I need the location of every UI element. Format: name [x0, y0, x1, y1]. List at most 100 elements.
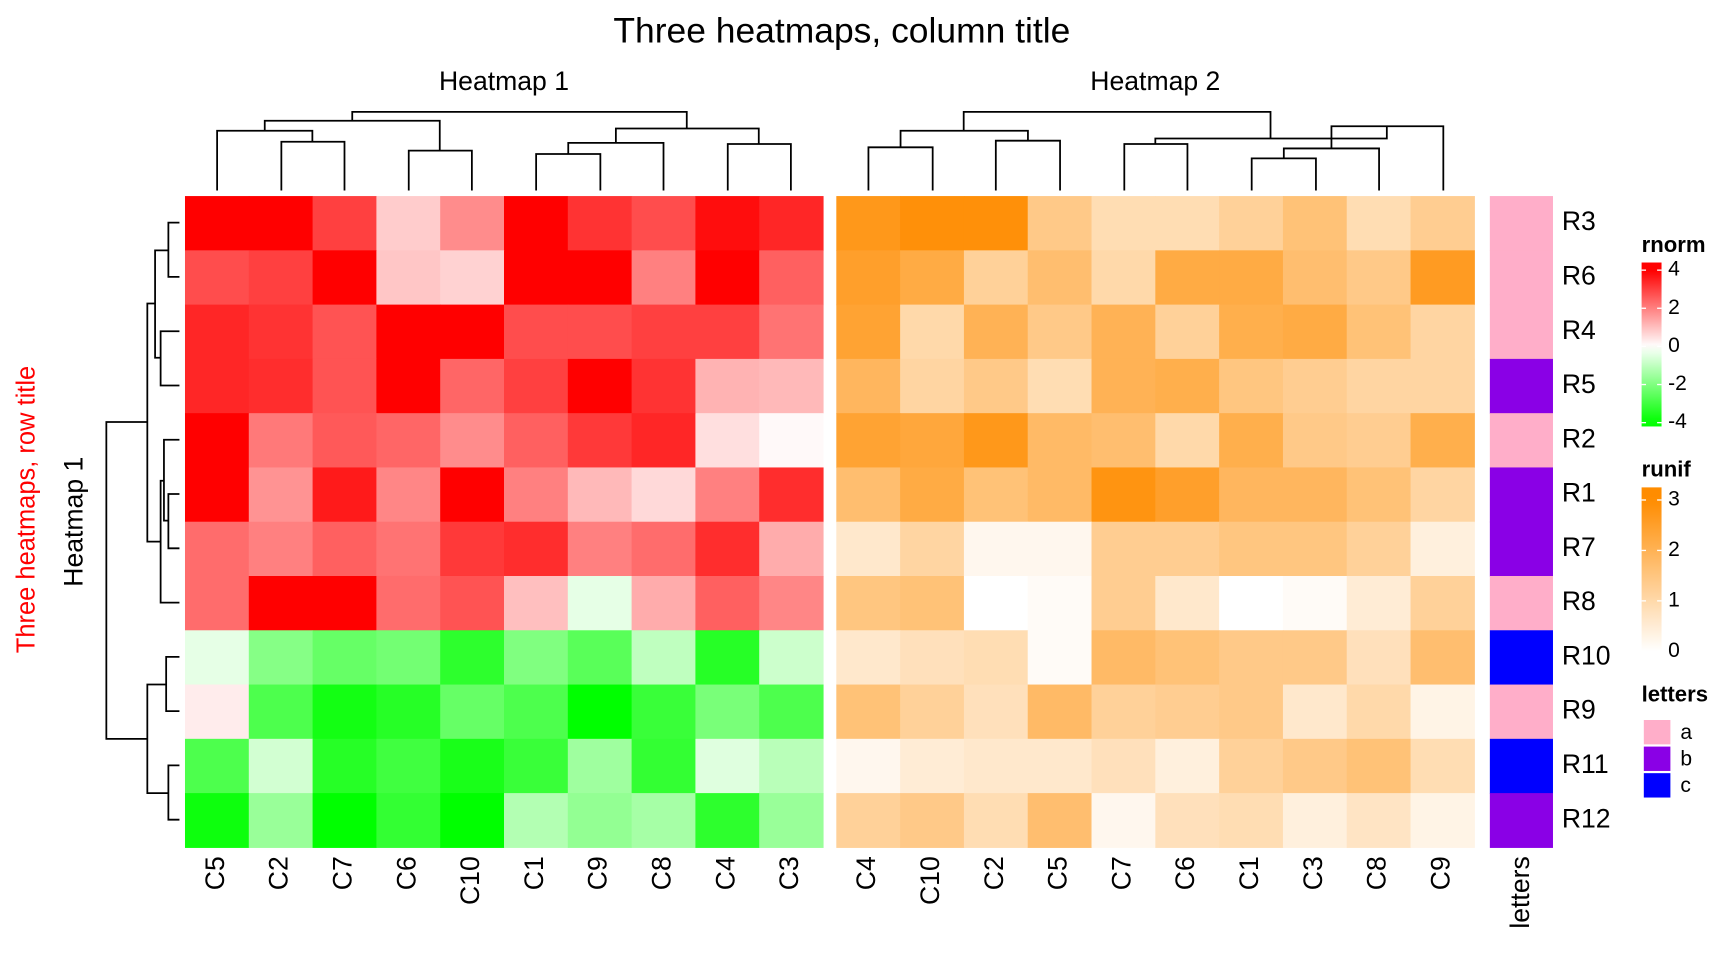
heatmap-cell: [1219, 684, 1284, 740]
row-label: R5: [1562, 369, 1596, 399]
legend-title: letters: [1642, 681, 1708, 706]
heatmap-cell: [631, 630, 696, 686]
heatmap-cell: [1346, 413, 1412, 468]
heatmap-cell: [695, 196, 760, 251]
heatmap-cell: [963, 196, 1029, 251]
heatmap-cell: [1155, 413, 1220, 468]
heatmap-cell: [631, 575, 696, 631]
heatmap-cell: [440, 196, 505, 251]
heatmap-cell: [695, 630, 760, 686]
heatmap-cell: [248, 630, 314, 686]
row-label: R10: [1562, 640, 1611, 670]
column-label: C9: [583, 856, 613, 890]
heatmap-cell: [1155, 521, 1220, 577]
heatmap-cell: [1346, 358, 1412, 414]
heatmap-cell: [440, 358, 505, 414]
heatmap-cell: [1346, 304, 1412, 360]
heatmap-cell: [1282, 575, 1348, 631]
heatmap-cell: [567, 684, 633, 740]
heatmap-cell: [963, 413, 1029, 468]
heatmap-cell: [567, 630, 633, 686]
column-label: C10: [915, 856, 945, 905]
heatmap-row-title: Heatmap 1: [58, 457, 88, 587]
heatmap-cell: [631, 196, 696, 251]
heatmap-cell: [759, 521, 824, 577]
heatmap-cell: [248, 684, 314, 740]
heatmap-cell: [1410, 413, 1475, 468]
heatmap-cell: [376, 521, 441, 577]
heatmap-cell: [759, 793, 824, 848]
heatmap-cell: [695, 304, 760, 360]
heatmap-cell: [440, 630, 505, 686]
heatmap-cell: [1410, 575, 1475, 631]
heatmap-cell: [440, 575, 505, 631]
heatmap-cell: [963, 304, 1029, 360]
heatmap-cell: [504, 630, 569, 686]
heatmap-cell: [1282, 413, 1348, 468]
column-label: C5: [200, 856, 230, 890]
heatmap-cell: [1219, 413, 1284, 468]
column-label: C3: [774, 856, 804, 890]
heatmap-cell: [631, 304, 696, 360]
heatmap-cell: [900, 521, 965, 577]
heatmap-cell: [759, 413, 824, 468]
heatmap-cell: [1346, 630, 1412, 686]
heatmap-cell: [1091, 630, 1156, 686]
legend-tick-label: 0: [1668, 639, 1680, 662]
heatmap-cell: [836, 196, 901, 251]
heatmap-cell: [312, 413, 377, 468]
heatmap-title: Heatmap 2: [1090, 66, 1220, 96]
heatmap-cell: [567, 575, 633, 631]
heatmap-cell: [1091, 738, 1156, 794]
legend-tick-label: 1: [1668, 588, 1680, 611]
legend-key: [1643, 719, 1671, 745]
annotation-cell: [1489, 630, 1553, 686]
heatmap-cell: [312, 575, 377, 631]
column-dendrogram: [867, 110, 1445, 191]
heatmap-cell: [1091, 358, 1156, 414]
heatmap-cell: [1219, 738, 1284, 794]
heatmap-cell: [376, 793, 441, 848]
heatmap-cell: [184, 793, 250, 848]
heatmap-cell: [504, 793, 569, 848]
heatmap-cell: [631, 413, 696, 468]
heatmap-cell: [900, 304, 965, 360]
heatmap-cell: [440, 738, 505, 794]
heatmap-cell: [1027, 358, 1093, 414]
heatmap-cell: [759, 467, 824, 523]
heatmap-cell: [759, 304, 824, 360]
heatmap-cell: [504, 250, 569, 306]
heatmap-cell: [836, 304, 901, 360]
heatmap-cell: [312, 793, 377, 848]
heatmap-cell: [900, 575, 965, 631]
heatmap-cell: [184, 196, 250, 251]
heatmap-cell: [184, 467, 250, 523]
heatmap-cell: [312, 467, 377, 523]
heatmap-cell: [1282, 630, 1348, 686]
row-label: R1: [1562, 478, 1596, 508]
heatmap-cell: [376, 413, 441, 468]
heatmap-title: Heatmap 1: [439, 66, 569, 96]
heatmap-cell: [1027, 250, 1093, 306]
annotation-cell: [1489, 575, 1553, 631]
row-label: R4: [1562, 315, 1596, 345]
heatmap-cell: [312, 196, 377, 251]
heatmap-cell: [1155, 196, 1220, 251]
heatmap-cell: [504, 304, 569, 360]
legend-title: rnorm: [1642, 232, 1706, 257]
heatmap-cell: [184, 738, 250, 794]
heatmap-cell: [567, 196, 633, 251]
heatmap-cell: [504, 413, 569, 468]
legend-title: runif: [1642, 457, 1692, 482]
row-label: R9: [1562, 695, 1596, 725]
annotation-cell: [1489, 196, 1553, 251]
heatmap-cell: [1219, 304, 1284, 360]
heatmap-cell: [567, 521, 633, 577]
heatmap-cell: [900, 684, 965, 740]
heatmap-cell: [376, 250, 441, 306]
heatmap-cell: [759, 358, 824, 414]
column-label: C9: [1425, 856, 1455, 890]
annotation-cell: [1489, 467, 1553, 523]
heatmap-cell: [1410, 738, 1475, 794]
